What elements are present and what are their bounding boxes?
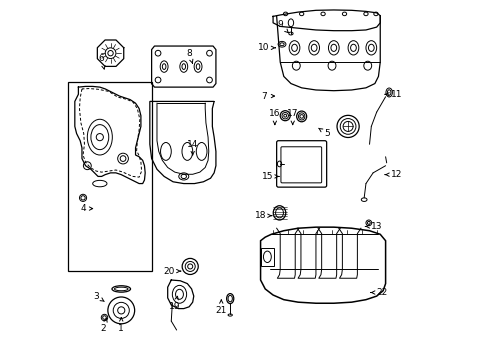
Text: 14: 14 <box>186 140 198 155</box>
Text: 11: 11 <box>384 90 401 99</box>
Text: 1: 1 <box>118 318 124 333</box>
Bar <box>67 82 151 271</box>
Text: 13: 13 <box>365 222 382 231</box>
Text: 4: 4 <box>80 204 92 213</box>
Text: 9: 9 <box>277 20 287 33</box>
Text: 6: 6 <box>99 54 105 69</box>
Text: 3: 3 <box>93 292 104 301</box>
Text: 19: 19 <box>169 296 180 311</box>
Text: 12: 12 <box>384 170 401 179</box>
Text: 10: 10 <box>258 43 275 52</box>
Text: 17: 17 <box>286 109 298 125</box>
Text: 5: 5 <box>318 128 329 138</box>
Text: 21: 21 <box>215 300 226 315</box>
Text: 8: 8 <box>186 49 192 63</box>
Bar <box>260 248 274 266</box>
Text: 16: 16 <box>268 109 280 125</box>
Text: 18: 18 <box>254 211 271 220</box>
Text: 7: 7 <box>261 91 274 100</box>
Text: 2: 2 <box>101 318 107 333</box>
Text: 20: 20 <box>163 267 181 276</box>
Text: 15: 15 <box>262 172 279 181</box>
Text: 22: 22 <box>370 288 387 297</box>
